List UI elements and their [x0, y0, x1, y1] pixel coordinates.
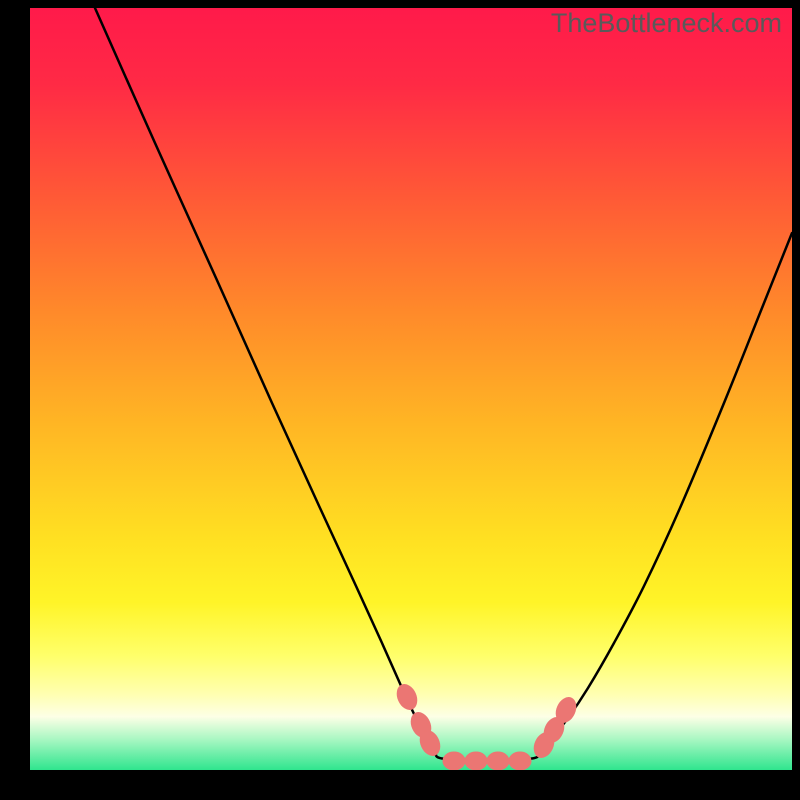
marker-dot	[393, 681, 420, 712]
marker-dot	[465, 752, 487, 770]
marker-dot	[509, 752, 531, 770]
marker-group	[393, 681, 579, 770]
marker-dot	[443, 752, 465, 770]
bottleneck-curve	[95, 8, 792, 760]
plot-area: TheBottleneck.com	[30, 8, 792, 770]
chart-frame: TheBottleneck.com	[0, 0, 800, 800]
marker-dot	[487, 752, 509, 770]
watermark-text: TheBottleneck.com	[551, 8, 782, 39]
curve-layer	[30, 8, 792, 770]
